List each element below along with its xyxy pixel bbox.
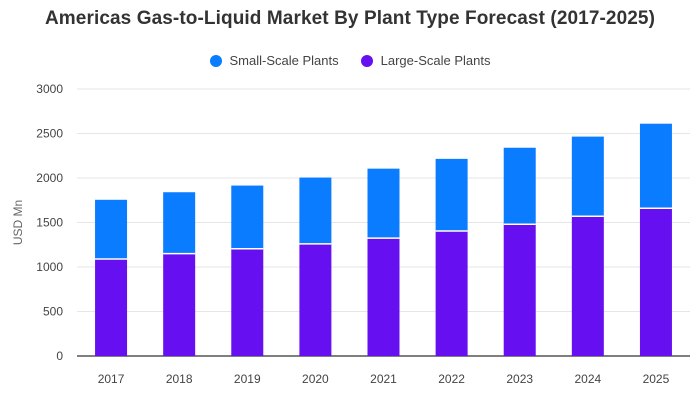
- x-tick-label: 2024: [574, 372, 601, 386]
- bar-small-scale-2022[interactable]: [435, 158, 468, 231]
- bar-small-scale-2018[interactable]: [163, 192, 196, 254]
- x-tick-label: 2019: [234, 372, 261, 386]
- bar-large-scale-2022[interactable]: [435, 230, 468, 356]
- x-tick-label: 2025: [643, 372, 670, 386]
- legend-item-small-scale[interactable]: Small-Scale Plants: [209, 53, 339, 68]
- bar-large-scale-2020[interactable]: [299, 243, 332, 356]
- x-tick-label: 2023: [506, 372, 533, 386]
- x-tick-label: 2018: [166, 372, 193, 386]
- legend-item-large-scale[interactable]: Large-Scale Plants: [360, 53, 491, 68]
- bar-small-scale-2020[interactable]: [299, 177, 332, 244]
- x-axis-ticks: 2017 2018 2019 2020 2021 2022 2023 2024 2025: [98, 372, 670, 386]
- bar-small-scale-2023[interactable]: [503, 147, 536, 225]
- bar-large-scale-2021[interactable]: [367, 238, 400, 356]
- chart-legend: Small-Scale Plants Large-Scale Plants: [0, 53, 700, 68]
- y-axis-ticks: 0 500 1000 1500 2000 2500 3000: [36, 82, 63, 363]
- y-tick-label: 2500: [36, 127, 63, 141]
- bar-large-scale-2025[interactable]: [639, 208, 672, 356]
- bar-large-scale-2024[interactable]: [571, 216, 604, 356]
- bar-small-scale-2019[interactable]: [231, 185, 264, 249]
- chart-title: Americas Gas-to-Liquid Market By Plant T…: [44, 8, 656, 29]
- bar-series: [95, 123, 672, 356]
- legend-swatch-large-scale: [360, 54, 373, 67]
- bar-large-scale-2023[interactable]: [503, 224, 536, 356]
- x-tick-label: 2021: [370, 372, 397, 386]
- bar-small-scale-2021[interactable]: [367, 168, 400, 239]
- y-axis-label: USD Mn: [11, 200, 25, 245]
- x-tick-label: 2017: [98, 372, 125, 386]
- x-tick-label: 2020: [302, 372, 329, 386]
- x-tick-label: 2022: [438, 372, 465, 386]
- y-tick-label: 500: [43, 305, 63, 319]
- y-tick-label: 3000: [36, 82, 63, 96]
- bar-large-scale-2018[interactable]: [163, 253, 196, 356]
- legend-label-large-scale: Large-Scale Plants: [380, 53, 491, 68]
- y-tick-label: 2000: [36, 171, 63, 185]
- legend-label-small-scale: Small-Scale Plants: [229, 53, 339, 68]
- legend-swatch-small-scale: [209, 54, 222, 67]
- bar-large-scale-2019[interactable]: [231, 248, 264, 356]
- y-tick-label: 1000: [36, 260, 63, 274]
- bar-small-scale-2024[interactable]: [571, 136, 604, 217]
- bar-large-scale-2017[interactable]: [95, 258, 128, 356]
- y-tick-label: 1500: [36, 216, 63, 230]
- bar-small-scale-2025[interactable]: [639, 123, 672, 209]
- y-tick-label: 0: [56, 349, 63, 363]
- bar-small-scale-2017[interactable]: [95, 199, 128, 259]
